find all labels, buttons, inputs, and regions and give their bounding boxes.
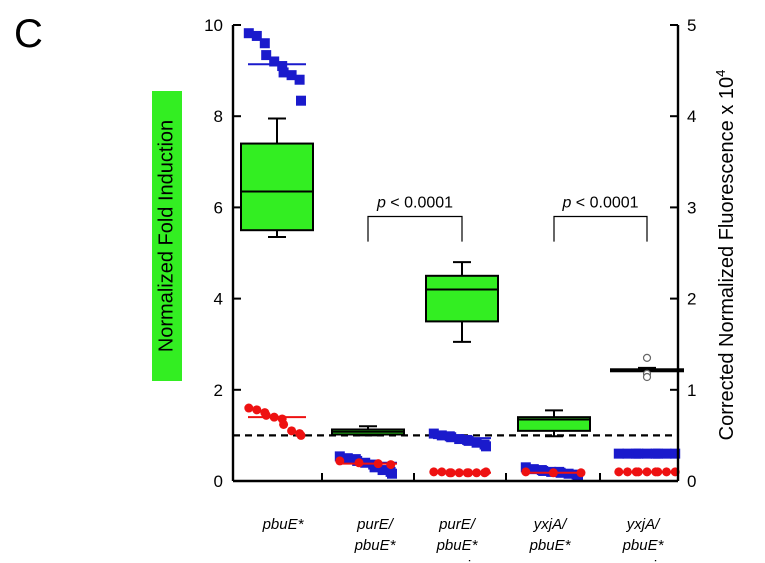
p-value-label: p < 0.0001 xyxy=(376,195,453,212)
box-layer xyxy=(240,117,684,438)
y-right-tick-label: 2 xyxy=(687,290,696,309)
square-point xyxy=(387,468,397,479)
square-point xyxy=(481,441,491,452)
category-label-purE_pbuE_repair: repair xyxy=(438,558,476,563)
square-point xyxy=(436,430,447,441)
y-right-tick-label: 4 xyxy=(687,107,696,126)
square-point xyxy=(296,95,306,106)
category-label-yxjA_pbuE: yxjA/ xyxy=(533,516,568,533)
square-point xyxy=(334,451,345,462)
series-blue-purE_pbuE_repair xyxy=(428,428,491,452)
p-value-label: p < 0.0001 xyxy=(561,195,638,212)
circle-point xyxy=(252,405,262,415)
circle-point xyxy=(287,426,297,436)
p-threshold: < 0.0001 xyxy=(571,195,638,212)
y-right-tick-label: 3 xyxy=(687,198,696,217)
series-red-yxjA_pbuE_repair xyxy=(614,467,680,477)
y-left-tick-label: 6 xyxy=(214,198,223,217)
square-point xyxy=(369,462,380,473)
y-right-tick-label: 0 xyxy=(687,472,696,491)
y-left-tick-label: 2 xyxy=(214,381,223,400)
p-symbol: p xyxy=(561,195,571,212)
circle-point xyxy=(279,419,289,429)
series-blue-pbuE xyxy=(243,28,306,106)
panel-letter: C xyxy=(14,12,43,56)
square-point xyxy=(342,453,353,464)
circle-point xyxy=(261,410,271,420)
series-red-purE_pbuE xyxy=(335,456,397,470)
category-label-layer: pbuE* purE/pbuE* purE/pbuE* repair yxjA/pbuE… xyxy=(262,516,665,563)
y-left-tick-label: 10 xyxy=(204,16,223,35)
category-label-yxjA_pbuE: pbuE* xyxy=(529,537,572,554)
box-pbuE xyxy=(240,117,314,239)
category-label-purE_pbuE_repair: pbuE* xyxy=(436,537,479,554)
y-left-tick-label: 0 xyxy=(214,472,223,491)
axes-layer: 0 2 4 6 8 10 0 1 2 3 4 5 xyxy=(204,16,696,491)
square-point xyxy=(463,435,474,446)
y-axis-left-label-highlight xyxy=(152,91,182,381)
box-iqr xyxy=(425,274,499,323)
category-label-yxjA_pbuE_repair: repair xyxy=(624,558,662,563)
category-label-purE_pbuE: pbuE* xyxy=(354,537,397,554)
box-iqr xyxy=(517,416,591,432)
outlier-point xyxy=(642,353,652,362)
y-right-tick-label: 1 xyxy=(687,381,696,400)
square-point xyxy=(286,70,297,81)
square-point xyxy=(294,74,305,85)
box-purE_pbuE xyxy=(331,425,405,437)
square-point xyxy=(471,437,482,448)
y-left-tick-label: 8 xyxy=(214,107,223,126)
square-point xyxy=(428,428,439,439)
square-point xyxy=(528,464,539,475)
series-red-purE_pbuE_repair xyxy=(429,467,491,478)
box-yxjA_pbuE xyxy=(517,409,591,438)
p-threshold: < 0.0001 xyxy=(386,195,453,212)
category-label-pbuE: pbuE* xyxy=(262,516,305,533)
category-label-purE_pbuE_repair: purE/ xyxy=(438,516,477,533)
series-red-yxjA_pbuE xyxy=(521,467,586,478)
significance-bracket: p < 0.0001 xyxy=(367,195,463,242)
box-iqr xyxy=(240,142,314,232)
y-axis-right-label: Corrected Normalized Fluorescence x 104 xyxy=(713,70,738,441)
square-point xyxy=(269,56,280,67)
circle-point xyxy=(296,430,306,440)
bracket-line xyxy=(367,215,463,242)
bracket-layer: p < 0.0001 p < 0.0001 xyxy=(367,195,648,242)
significance-bracket: p < 0.0001 xyxy=(553,195,648,242)
square-point xyxy=(243,28,254,39)
square-point xyxy=(377,465,388,476)
square-point xyxy=(261,50,272,61)
square-point xyxy=(251,30,262,41)
category-label-purE_pbuE: purE/ xyxy=(356,516,395,533)
box-yxjA_pbuE_repair xyxy=(610,353,684,382)
box-purE_pbuE_repair xyxy=(425,261,499,343)
series-red-pbuE xyxy=(244,403,306,440)
series-blue-yxjA_pbuE_repair xyxy=(613,448,681,459)
square-point xyxy=(278,67,289,78)
square-point xyxy=(259,38,270,49)
y-right-tick-label: 5 xyxy=(687,16,696,35)
y-left-tick-label: 4 xyxy=(214,290,223,309)
square-point xyxy=(277,61,288,72)
scatter-layer xyxy=(243,28,681,481)
square-point xyxy=(520,462,531,473)
bracket-line xyxy=(553,215,648,242)
category-label-yxjA_pbuE_repair: pbuE* xyxy=(622,537,665,554)
category-label-yxjA_pbuE_repair: yxjA/ xyxy=(626,516,661,533)
circle-point xyxy=(244,403,254,413)
outlier-point xyxy=(642,372,652,382)
p-symbol: p xyxy=(376,195,386,212)
